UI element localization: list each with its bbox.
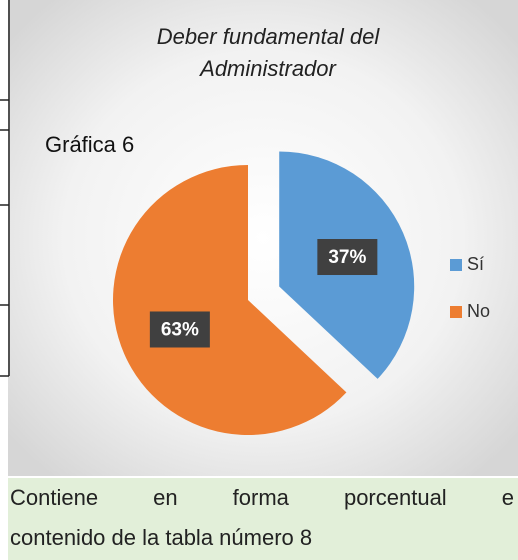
annotation: Gráfica 6	[45, 132, 134, 157]
caption-line: Contiene en forma porcentual e	[10, 485, 514, 510]
data-label: 63%	[161, 320, 199, 341]
chart: Deber fundamental del Administrador Gráf…	[0, 0, 518, 476]
caption: Contiene en forma porcentual e contenido…	[8, 478, 518, 560]
legend-swatch	[450, 259, 462, 271]
chart-title: Deber fundamental del	[157, 24, 381, 49]
pie-slice	[113, 165, 347, 435]
data-label-box	[149, 311, 210, 348]
data-label: 37%	[328, 247, 366, 268]
table-border	[0, 0, 10, 377]
legend-swatch	[450, 306, 462, 318]
legend-label: Sí	[467, 254, 484, 274]
chart-title: Administrador	[198, 56, 337, 81]
caption-line: contenido de la tabla número 8	[10, 525, 313, 550]
legend-label: No	[467, 301, 490, 321]
data-label-box	[317, 239, 378, 276]
